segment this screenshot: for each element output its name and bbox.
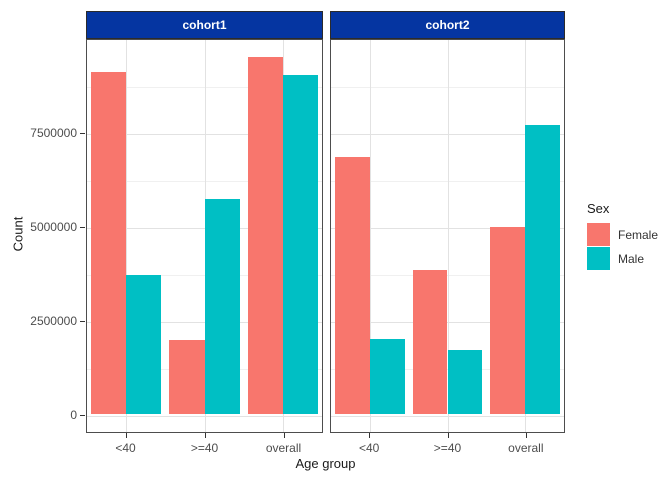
facet-panel-cohort1 <box>86 39 323 433</box>
gridline-vertical <box>369 40 371 432</box>
legend-entry-male: Male <box>587 247 658 270</box>
legend-key-male <box>587 247 610 270</box>
bar-cohort2-female-40 <box>412 270 448 415</box>
x-tick-label: >=40 <box>433 441 462 455</box>
x-axis-title: Age group <box>295 456 356 471</box>
legend-entry-female: Female <box>587 223 658 246</box>
legend: Sex Female Male <box>587 201 658 271</box>
facet-strip-cohort2: cohort2 <box>330 11 565 39</box>
gridline-vertical <box>447 40 449 432</box>
x-tick-mark <box>369 433 371 438</box>
y-tick-mark <box>80 226 85 228</box>
y-tick-label: 5000000 <box>30 219 77 234</box>
x-tick-label: overall <box>508 441 544 455</box>
legend-label: Male <box>618 251 645 266</box>
bar-cohort2-female-40 <box>334 156 370 415</box>
legend-key-female <box>587 223 610 246</box>
bar-cohort1-female-40 <box>169 340 205 415</box>
facet-panel-cohort2 <box>330 39 565 433</box>
bar-cohort1-male-40 <box>204 198 240 415</box>
facet-strip-label: cohort1 <box>182 18 227 32</box>
facet-strip-cohort1: cohort1 <box>86 11 323 39</box>
x-tick-label: overall <box>265 441 302 455</box>
x-tick-mark <box>283 433 285 438</box>
facet-strip-label: cohort2 <box>425 18 470 32</box>
bar-cohort2-male-40 <box>369 338 405 415</box>
bar-cohort2-male-overall <box>525 124 561 415</box>
x-tick-mark <box>204 433 206 438</box>
x-tick-mark <box>447 433 449 438</box>
x-tick-label: <40 <box>115 441 136 455</box>
bar-cohort2-female-overall <box>490 227 526 415</box>
x-tick-labels-cohort1: <40 >=40 overall <box>86 441 323 455</box>
bar-cohort1-female-overall <box>247 56 283 415</box>
x-tick-mark <box>525 433 527 438</box>
y-tick-mark <box>80 132 85 134</box>
bar-cohort2-male-40 <box>447 350 483 415</box>
legend-label: Female <box>618 227 659 242</box>
y-tick-label: 0 <box>70 407 77 422</box>
y-tick-label: 2500000 <box>30 313 77 328</box>
y-tick-label: 7500000 <box>30 125 77 140</box>
x-tick-labels-cohort2: <40 >=40 overall <box>330 441 565 455</box>
x-tick-label: <40 <box>358 441 380 455</box>
gridline-vertical <box>126 40 128 432</box>
y-tick-mark <box>80 414 85 416</box>
x-tick-mark <box>125 433 127 438</box>
bar-cohort1-male-overall <box>282 74 319 415</box>
x-tick-label: >=40 <box>190 441 219 455</box>
bar-cohort1-female-40 <box>90 71 127 415</box>
y-tick-mark <box>80 320 85 322</box>
legend-entries: Female Male <box>587 223 658 270</box>
bar-cohort1-male-40 <box>126 274 162 415</box>
legend-title: Sex <box>587 201 610 216</box>
